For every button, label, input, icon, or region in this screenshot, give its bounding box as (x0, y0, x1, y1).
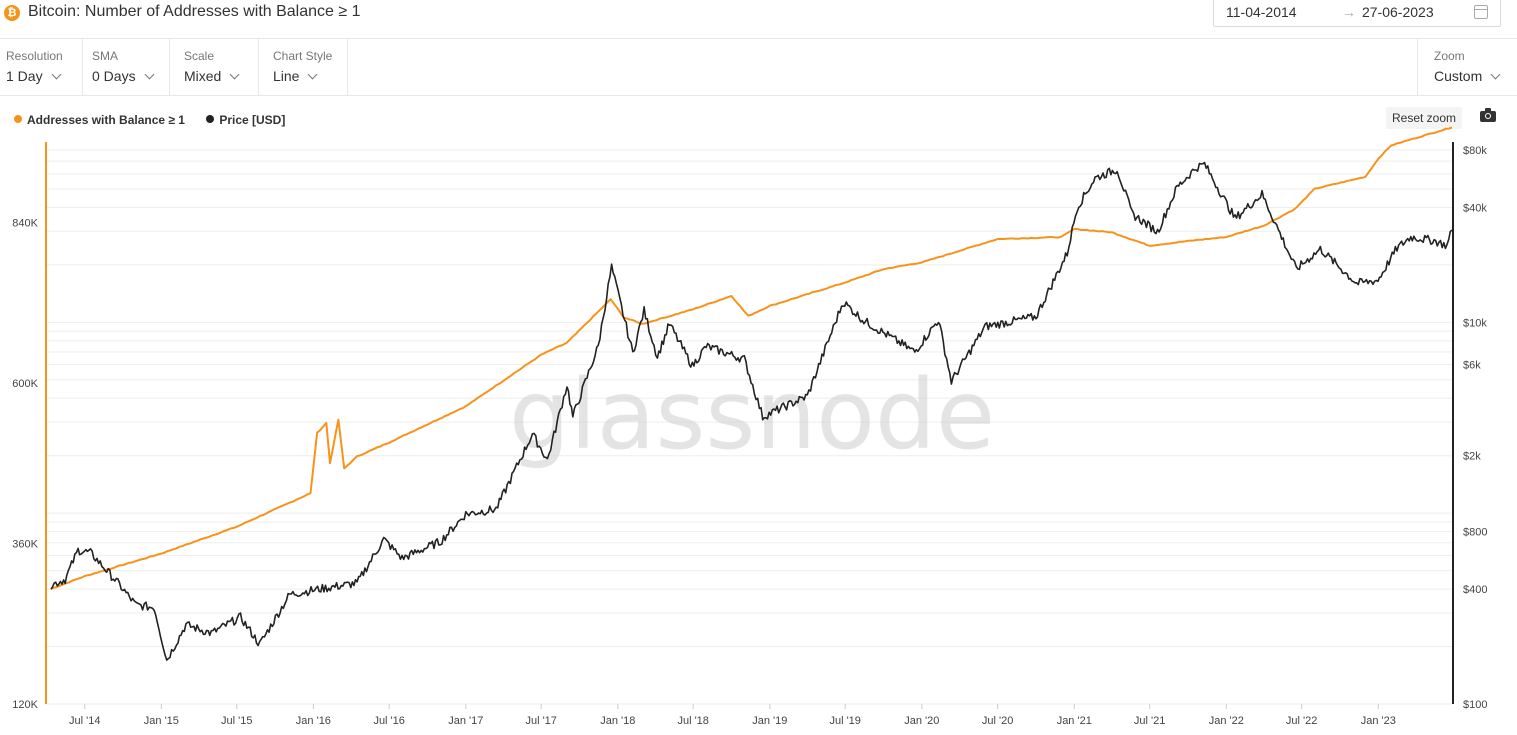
date-to-input[interactable]: 27-06-2023 (1362, 4, 1434, 20)
camera-icon[interactable] (1480, 108, 1496, 122)
x-tick-label: Jul '14 (69, 715, 100, 727)
y-right-tick-label: $800 (1463, 527, 1487, 539)
chart-controls-bar: Resolution 1 Day SMA 0 Days Scale Mixed … (0, 38, 1517, 96)
chart-title: Bitcoin: Number of Addresses with Balanc… (28, 3, 361, 20)
bitcoin-icon: ₿ (4, 5, 20, 21)
y-left-tick-label: 600K (12, 378, 38, 390)
series-line-addresses[interactable] (50, 126, 1453, 590)
x-tick-label: Jul '21 (1134, 715, 1165, 727)
legend-dot-icon (206, 115, 215, 123)
sma-value: 0 Days (92, 68, 136, 84)
legend-dot-icon (14, 115, 22, 123)
y-right-tick-label: $10k (1463, 317, 1487, 329)
scale-label: Scale (184, 49, 215, 63)
x-tick-label: Jan '15 (144, 715, 179, 727)
series-lines (50, 126, 1453, 661)
x-tick-label: Jan '21 (1057, 715, 1092, 727)
y-right-tick-label: $400 (1463, 584, 1487, 596)
reset-zoom-button[interactable]: Reset zoom (1386, 107, 1462, 129)
x-tick-label: Jan '17 (448, 715, 483, 727)
arrow-right-icon: → (1342, 4, 1356, 20)
zoom-label: Zoom (1434, 49, 1465, 63)
scale-dropdown[interactable]: Scale Mixed (169, 39, 259, 95)
x-tick-label: Jan '23 (1361, 715, 1396, 727)
x-tick-label: Jul '22 (1286, 715, 1317, 727)
resolution-label: Resolution (6, 49, 63, 63)
chart-header: ₿ Bitcoin: Number of Addresses with Bala… (0, 0, 1517, 38)
resolution-dropdown[interactable]: Resolution 1 Day (0, 39, 83, 95)
x-tick-label: Jan '18 (600, 715, 635, 727)
x-tick-label: Jul '19 (829, 715, 860, 727)
date-range-picker[interactable]: 11-04-2014 → 27-06-2023 (1213, 0, 1501, 27)
sma-label: SMA (92, 49, 119, 63)
series-line-price[interactable] (50, 161, 1453, 661)
zoom-dropdown[interactable]: Zoom Custom (1417, 39, 1517, 95)
chart-style-label: Chart Style (273, 49, 333, 63)
x-tick-label: Jan '16 (296, 715, 331, 727)
y-right-tick-label: $6k (1463, 360, 1481, 372)
y-left-tick-label: 840K (12, 217, 38, 229)
legend-item-addresses[interactable]: Addresses with Balance ≥ 1 (14, 113, 185, 127)
axes: 120K 360K 600K 840K $100 $400 $800 $2k $6k $10k $4… (12, 142, 1487, 727)
x-tick-label: Jan '19 (752, 715, 787, 727)
zoom-value: Custom (1434, 68, 1483, 84)
y-left-tick-label: 120K (12, 699, 38, 711)
x-tick-label: Jan '22 (1209, 715, 1244, 727)
x-tick-label: Jul '18 (677, 715, 708, 727)
chart-legend: Addresses with Balance ≥ 1 Price [USD] (14, 113, 303, 127)
date-from-input[interactable]: 11-04-2014 (1226, 4, 1297, 20)
y-right-tick-label: $100 (1463, 699, 1487, 711)
y-right-tick-label: $40k (1463, 202, 1487, 214)
legend-item-price[interactable]: Price [USD] (206, 113, 285, 127)
y-left-tick-label: 360K (12, 538, 38, 550)
y-right-tick-label: $80k (1463, 145, 1487, 157)
x-tick-label: Jul '17 (525, 715, 556, 727)
x-tick-label: Jul '20 (982, 715, 1013, 727)
x-tick-label: Jul '15 (221, 715, 252, 727)
chart-style-value: Line (273, 68, 300, 84)
resolution-value: 1 Day (6, 68, 43, 84)
x-tick-label: Jul '16 (373, 715, 404, 727)
watermark: glassnode (509, 359, 995, 471)
calendar-icon[interactable] (1474, 5, 1488, 19)
y-right-tick-label: $2k (1463, 451, 1481, 463)
legend-label-addresses: Addresses with Balance ≥ 1 (27, 113, 185, 127)
sma-dropdown[interactable]: SMA 0 Days (82, 39, 170, 95)
x-tick-label: Jan '20 (904, 715, 939, 727)
legend-label-price: Price [USD] (219, 113, 286, 127)
scale-value: Mixed (184, 68, 222, 84)
grid-lines (45, 149, 1452, 705)
chart-style-dropdown[interactable]: Chart Style Line (258, 39, 348, 95)
